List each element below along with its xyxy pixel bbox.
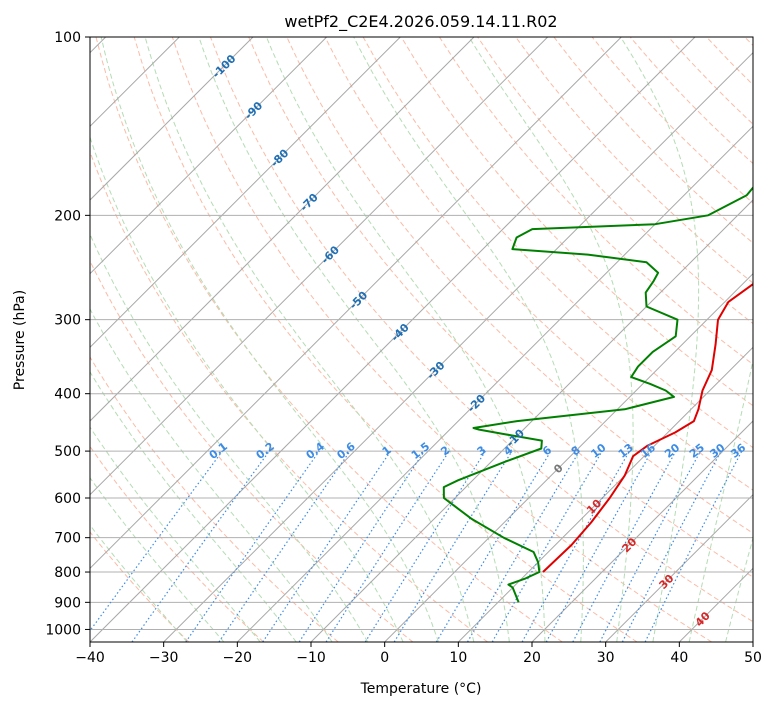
x-tick-label: 0 (380, 650, 389, 666)
y-tick-label: 1000 (45, 622, 81, 638)
x-tick-label: 10 (449, 650, 467, 666)
x-tick-label: −20 (223, 650, 253, 666)
isotherm (0, 37, 253, 642)
isotherm (164, 37, 769, 642)
dry-adiabat (134, 37, 637, 642)
dry-adiabat (0, 37, 264, 642)
isotherm-label: 10 (584, 497, 604, 517)
mixing-ratio-label: 36 (728, 441, 748, 461)
x-axis: −40 −30 −20 −10 0 10 20 30 40 50 (75, 642, 762, 666)
x-tick-label: 50 (744, 650, 762, 666)
x-tick-label: 30 (597, 650, 615, 666)
moist-adiabat (33, 37, 368, 642)
y-tick-label: 500 (54, 444, 81, 460)
moist-adiabat (101, 37, 438, 642)
y-tick-label: 700 (54, 531, 81, 547)
isotherm (532, 37, 775, 642)
x-tick-label: 40 (670, 650, 688, 666)
x-axis-label: Temperature (°C) (360, 681, 482, 697)
dry-adiabat (554, 37, 775, 642)
moist-adiabat (0, 37, 187, 642)
y-tick-label: 600 (54, 491, 81, 507)
dry-adiabat (516, 37, 775, 642)
x-tick-label: −40 (75, 650, 105, 666)
mixing-ratio-line (326, 451, 449, 642)
dry-adiabat (0, 37, 338, 642)
y-tick-label: 200 (54, 208, 81, 224)
isotherm (458, 37, 775, 642)
isotherm (679, 37, 775, 642)
isotherm (0, 37, 327, 642)
dry-adiabat (592, 37, 775, 642)
mixing-ratio-label: 0.6 (334, 440, 358, 462)
mixing-ratio-label: 30 (707, 441, 727, 461)
mixing-ratio-line (600, 451, 701, 642)
isotherm-label: -100 (210, 52, 239, 81)
moist-adiabat (689, 37, 775, 642)
dry-adiabat (363, 37, 775, 642)
y-axis: 100 200 300 400 500 600 700 800 900 1000 (45, 30, 90, 638)
mixing-ratio-label: 25 (687, 441, 707, 461)
dry-adiabat (668, 37, 775, 642)
y-axis-label: Pressure (hPa) (12, 290, 28, 390)
mixing-ratio-label: 0.1 (207, 440, 230, 462)
dry-adiabat (20, 37, 413, 642)
y-tick-label: 400 (54, 387, 81, 403)
dry-adiabat (745, 37, 775, 642)
x-tick-label: −30 (149, 650, 179, 666)
y-tick-label: 800 (54, 565, 81, 581)
mixing-ratio-label: 1.5 (409, 440, 432, 462)
mixing-ratio-line (263, 451, 391, 642)
dry-adiabat (0, 37, 189, 642)
grid-layer (0, 37, 775, 642)
isotherm (0, 37, 400, 642)
mixing-ratio-label: 10 (588, 441, 608, 461)
moist-adiabat (726, 37, 775, 642)
mixing-ratio-line (219, 451, 350, 642)
x-tick-label: −10 (296, 650, 326, 666)
isotherm-label: -70 (298, 191, 321, 214)
mixing-ratio-label: 16 (638, 441, 658, 461)
moist-adiabat (64, 37, 403, 642)
x-tick-label: 20 (523, 650, 541, 666)
y-tick-label: 300 (54, 313, 81, 329)
mixing-ratio-line (436, 451, 551, 642)
y-tick-label: 100 (54, 30, 81, 46)
mixing-ratio-label: 20 (662, 441, 682, 461)
y-tick-label: 900 (54, 595, 81, 611)
chart-title: wetPf2_C2E4.2026.059.14.11.R02 (284, 12, 557, 32)
dry-adiabat (58, 37, 488, 642)
moist-adiabat (469, 37, 633, 642)
mixing-ratio-label: 0.4 (304, 440, 328, 462)
isotherm (237, 37, 775, 642)
moist-adiabat (0, 37, 260, 642)
isotherm (0, 37, 474, 642)
isotherm (753, 37, 775, 642)
moist-adiabat (5, 37, 332, 642)
mixing-ratio-line (82, 451, 223, 642)
